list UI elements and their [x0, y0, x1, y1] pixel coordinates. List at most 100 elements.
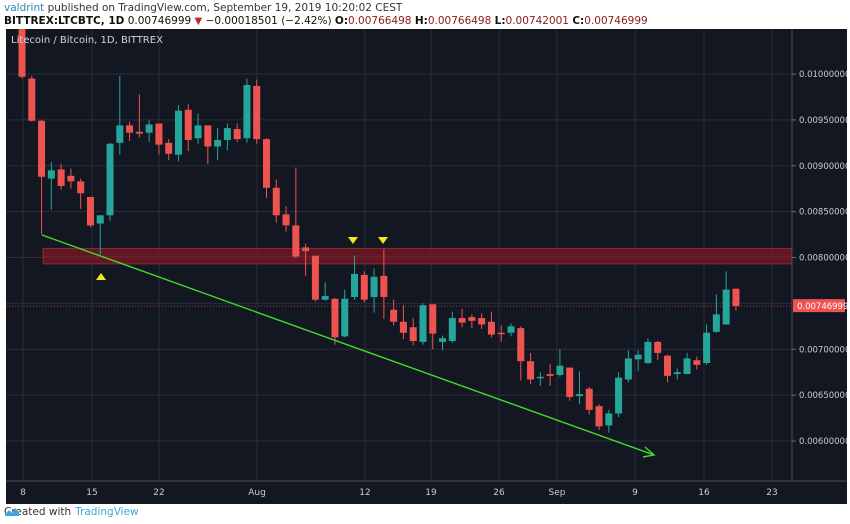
candle — [86, 196, 94, 228]
candle — [174, 105, 182, 162]
candle — [703, 324, 711, 365]
candle — [116, 75, 124, 155]
candle — [184, 104, 192, 152]
date-tick-label: 12 — [359, 488, 370, 498]
candle — [341, 289, 349, 338]
candle — [663, 354, 671, 383]
candle — [458, 308, 466, 328]
candlestick-chart[interactable]: 0.01000000 0.00950000 0.00900000 0.00850000… — [6, 29, 847, 504]
candle — [634, 350, 642, 372]
triangle-down-icon: ▼ — [194, 16, 203, 27]
candle — [585, 386, 593, 415]
candle — [673, 368, 681, 380]
low-label: L: — [494, 15, 506, 27]
price-tick-label: 0.00800000 — [799, 254, 847, 264]
low-value: 0.00742001 — [505, 15, 569, 27]
author-link[interactable]: valdrint — [4, 2, 45, 14]
candle — [722, 271, 730, 325]
candle — [204, 125, 212, 164]
candle — [615, 372, 623, 418]
close-value: 0.00746999 — [584, 15, 648, 27]
candle — [77, 178, 85, 209]
candle — [644, 338, 652, 364]
high-value: 0.00766498 — [427, 15, 492, 27]
candle — [67, 168, 75, 189]
date-tick-label: 23 — [766, 488, 777, 498]
price-tick-label: 0.01000000 — [799, 70, 847, 80]
candle — [155, 123, 163, 155]
candle — [517, 326, 525, 381]
candle — [302, 243, 310, 276]
date-tick-label: Aug — [248, 488, 266, 498]
price-tick-label: 0.00650000 — [799, 391, 847, 401]
trendline[interactable] — [41, 234, 655, 456]
published-text: published on TradingView.com, September … — [44, 2, 403, 14]
candle — [165, 139, 173, 161]
candle — [135, 94, 143, 138]
high-label: H: — [414, 15, 428, 27]
candle — [38, 119, 46, 235]
candle — [595, 404, 603, 430]
candle — [566, 367, 574, 401]
candle — [527, 352, 535, 385]
candle — [360, 271, 368, 303]
candle — [253, 79, 261, 144]
candle — [223, 123, 231, 151]
candle — [419, 303, 427, 345]
candle — [57, 163, 65, 190]
date-tick-label: 9 — [632, 488, 638, 498]
candle — [28, 75, 36, 122]
tradingview-brand[interactable]: TradingView — [75, 506, 139, 518]
candle — [370, 268, 378, 313]
chart-canvas[interactable]: 0.01000000 0.00950000 0.00900000 0.00850000… — [6, 29, 847, 504]
candle — [478, 313, 486, 330]
candle — [575, 371, 583, 405]
candle — [536, 372, 544, 386]
candle — [351, 255, 359, 300]
candle — [683, 352, 691, 375]
candle — [399, 305, 407, 340]
down-triangle-marker-icon — [378, 237, 388, 244]
candle — [272, 179, 280, 223]
date-tick-label: Sep — [549, 488, 566, 498]
close-label: C: — [572, 15, 585, 27]
date-tick-label: 19 — [425, 488, 437, 498]
candle — [487, 311, 495, 338]
candle — [214, 128, 222, 161]
price-tick-label: 0.00600000 — [799, 437, 847, 447]
candle — [292, 167, 300, 259]
candle — [693, 356, 701, 370]
last-price: 0.00746999 — [127, 15, 192, 27]
candle — [507, 323, 515, 337]
open-value: 0.00766498 — [348, 15, 412, 27]
candle — [390, 299, 398, 326]
candle — [624, 350, 632, 383]
candle — [712, 294, 720, 333]
date-tick-label: 16 — [698, 488, 710, 498]
candle — [546, 363, 554, 386]
candle — [605, 409, 613, 433]
price-tick-label: 0.00850000 — [799, 208, 847, 218]
candle — [145, 119, 153, 142]
candle — [732, 288, 740, 311]
publish-info: valdrint published on TradingView.com, S… — [4, 2, 402, 14]
symbol-label: BITTREX:LTCBTC, 1D — [4, 15, 125, 27]
candle — [311, 255, 319, 302]
symbol-info: BITTREX:LTCBTC, 1D 0.00746999 ▼ −0.00018… — [4, 15, 648, 27]
candle — [497, 325, 505, 342]
candle — [18, 29, 26, 79]
footer: Created with TradingView — [4, 506, 139, 518]
svg-text:0.00746999: 0.00746999 — [797, 302, 847, 312]
price-tick-label: 0.00950000 — [799, 116, 847, 126]
candle — [556, 349, 564, 377]
candle — [448, 311, 456, 343]
candle — [194, 113, 202, 144]
candle — [654, 340, 662, 361]
candle — [321, 282, 329, 301]
date-tick-label: 8 — [20, 488, 26, 498]
down-triangle-marker-icon — [348, 237, 358, 244]
created-with-label: Created with — [4, 506, 72, 518]
candle — [233, 123, 241, 142]
price-tick-label: 0.00900000 — [799, 162, 847, 172]
candle — [126, 121, 134, 141]
